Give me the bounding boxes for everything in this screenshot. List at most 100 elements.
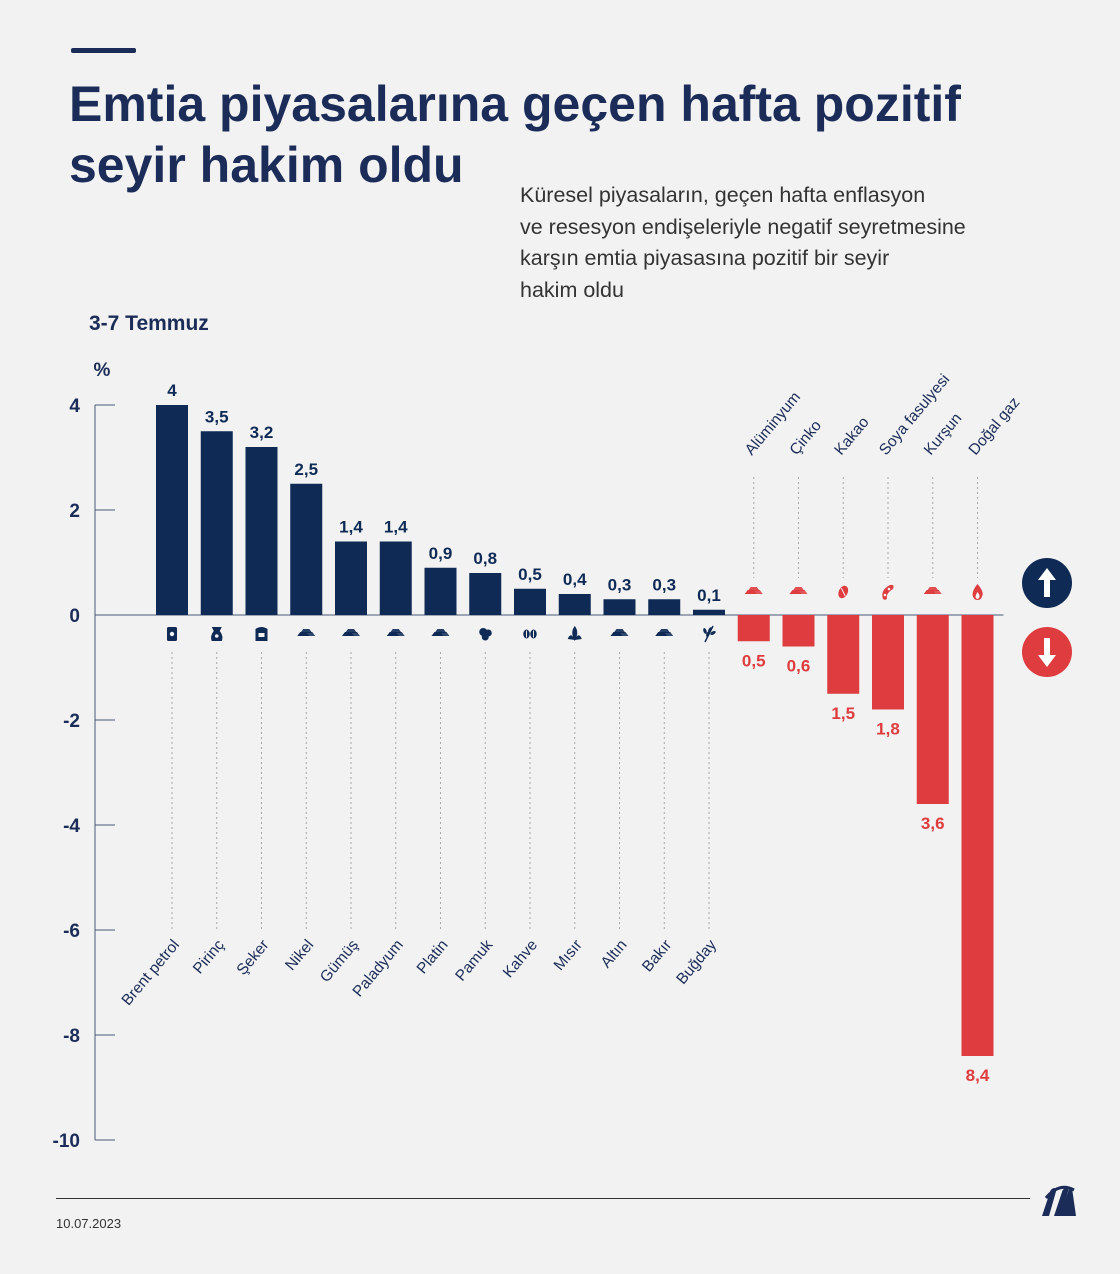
category-label: Şeker [234,937,273,979]
y-tick-label: -8 [63,1026,80,1047]
subtitle-line-4: hakim oldu [520,277,624,302]
bar [424,567,457,615]
category-label: Çinko [787,417,826,458]
footer-date: 10.07.2023 [56,1216,122,1231]
bar [827,615,860,694]
bar [558,594,591,615]
bar [737,615,770,642]
category-label: Nikel [282,937,317,974]
sugar-sack-icon [255,627,268,641]
y-tick-label: -4 [63,816,80,837]
metal-ingots-icon [655,629,674,636]
metal-ingots-icon [386,629,405,636]
data-label: 0,6 [787,657,811,676]
legend-group [1022,558,1072,677]
category-label: Brent petrol [119,937,184,1009]
data-label: 4 [167,381,177,400]
category-label: Pirinç [190,936,228,977]
metal-ingots-icon [789,587,808,594]
gas-flame-icon [972,584,983,600]
subtitle-line-1: Küresel piyasaların, geçen hafta enflasy… [520,183,926,207]
metal-ingots-icon [610,629,629,636]
wheat-icon [703,625,716,643]
bar [961,615,994,1056]
metal-ingots-icon [297,629,316,636]
data-label: 1,5 [831,704,855,723]
title-line-1: Emtia piyasalarına geçen hafta pozitif [69,76,961,132]
category-label: Kurşun [921,410,966,459]
data-label: 0,1 [697,586,721,605]
category-label: Kakao [831,414,872,459]
title-line-2: seyir hakim oldu [69,137,464,193]
category-label: Pamuk [452,936,496,984]
aa-logo-text: AA [1059,1214,1061,1217]
data-label: 1,4 [384,518,408,537]
bar [514,588,546,615]
bar [916,615,949,804]
y-tick-label: 2 [69,501,80,522]
data-label: 1,8 [876,720,900,739]
data-label: 0,3 [652,575,676,594]
bar [782,615,815,647]
coffee-beans-icon [523,629,537,639]
data-label: 2,5 [294,460,318,479]
y-tick-label: -6 [63,921,80,942]
subtitle-line-3: karşın emtia piyasasına pozitif bir seyi… [520,246,890,271]
corn-icon [567,626,582,641]
bar [469,573,502,615]
y-tick-label: 4 [69,396,80,417]
category-label: Gümüş [317,936,362,985]
subtitle: Küresel piyasaların, geçen hafta enflasy… [520,180,1040,306]
cotton-icon [479,628,492,641]
cocoa-icon [838,585,849,599]
metal-ingots-icon [923,587,942,594]
metal-ingots-icon [744,587,763,594]
category-label: Mısır [551,937,586,974]
period-label: 3-7 Temmuz [89,312,209,335]
bar [693,609,725,615]
y-tick-label: -10 [53,1131,80,1152]
bar [290,483,323,615]
metal-ingots-icon [431,629,450,636]
category-label: Bakır [639,937,675,976]
y-tick-label: 0 [69,606,80,627]
icons-group [167,584,983,643]
data-label: 3,6 [921,814,945,833]
oil-barrel-icon [167,627,177,641]
category-label: Buğday [673,936,720,987]
y-tick-label: -2 [63,711,80,732]
y-axis-label: % [94,360,111,381]
bar [379,541,412,615]
footer-rule [56,1198,1030,1199]
data-label: 0,5 [742,651,766,670]
data-label: 0,8 [473,549,497,568]
data-label: 8,4 [966,1066,990,1085]
data-label: 3,5 [205,407,229,426]
bar [648,599,681,615]
data-label: 1,4 [339,518,363,537]
data-label: 0,9 [429,544,453,563]
arrow-down-icon [1022,627,1072,677]
arrow-up-icon [1022,558,1072,608]
data-label: 0,3 [608,575,632,594]
bar [245,447,278,615]
bar [872,615,904,710]
category-label: Platin [414,937,452,978]
aa-logo: AA [1042,1185,1076,1217]
bar [603,599,636,615]
value-labels-group: 4 3,5 3,2 2,5 1,4 1,4 0,9 0,8 0,5 0,4 0,3 0,3 0,1 0,5… [167,381,990,1085]
bar [156,405,188,615]
rice-sack-icon [211,627,223,641]
subtitle-line-2: ve resesyon endişeleriyle negatif seyret… [520,214,966,239]
category-label: Doğal gaz [966,394,1024,458]
page-title: Emtia piyasalarına geçen hafta pozitif s… [69,74,1069,196]
data-label: 0,5 [518,565,542,584]
bar [335,541,367,615]
data-label: 3,2 [250,423,274,442]
data-label: 0,4 [563,570,587,589]
metal-ingots-icon [342,629,360,636]
bars-group [156,405,994,1056]
guide-lines-group [171,477,978,932]
y-axis-group: 4 2 0 -2 -4 -6 -8 -10% [53,360,1004,1152]
